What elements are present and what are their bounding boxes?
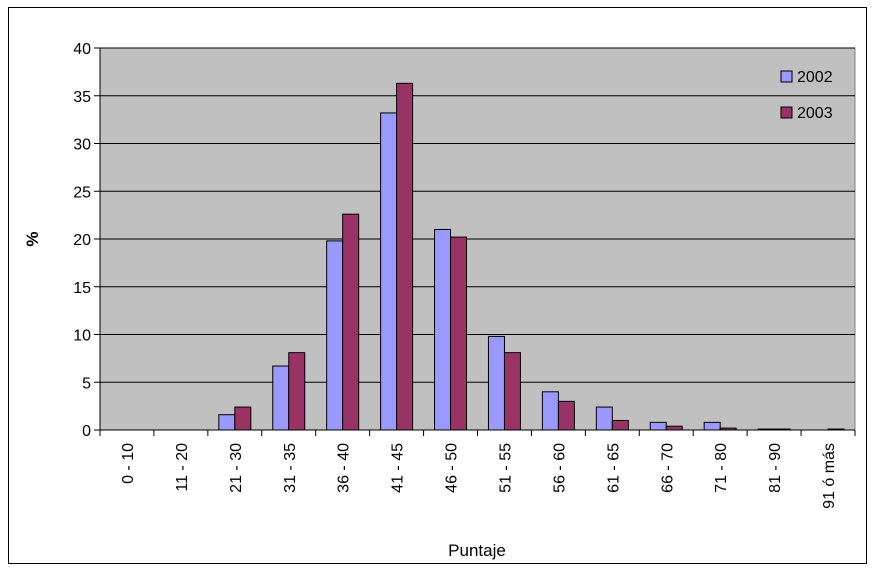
x-tick-label: 36 - 40 [336, 443, 353, 493]
bar-2003-10 [665, 425, 683, 431]
legend-label-2002: 2002 [797, 69, 833, 86]
y-axis-label: % [23, 231, 42, 246]
gridlines [100, 47, 855, 383]
bar-2002-8 [541, 391, 559, 431]
bar-2003-2 [234, 406, 252, 431]
legend-swatch-2003 [780, 106, 793, 119]
bar-2002-2 [218, 414, 236, 431]
bar-2002-10 [649, 421, 667, 431]
bar-2002-11 [703, 421, 721, 431]
x-tick-label: 56 - 60 [551, 443, 568, 493]
y-tick-label: 15 [73, 280, 91, 297]
y-tick-label: 10 [73, 328, 91, 345]
y-tick-label: 40 [73, 41, 91, 58]
bar-2002-6 [434, 228, 452, 431]
bar-2003-5 [396, 82, 414, 431]
bar-2003-7 [503, 352, 521, 431]
x-tick-label: 91 ó más [821, 443, 838, 509]
x-tick-label: 21 - 30 [228, 443, 245, 493]
x-tick-label: 71 - 80 [713, 443, 730, 493]
bar-2003-9 [611, 419, 629, 431]
y-tick-label: 35 [73, 89, 91, 106]
x-tick-label: 81 - 90 [767, 443, 784, 493]
y-tick-label: 0 [82, 423, 91, 440]
x-tick-label: 0 - 10 [120, 443, 137, 484]
bar-2003-4 [342, 213, 360, 431]
x-tick-label: 61 - 65 [605, 443, 622, 493]
bar-2002-9 [595, 406, 613, 431]
x-tick-label: 51 - 55 [497, 443, 514, 493]
bar-2002-7 [487, 335, 505, 431]
y-tick-label: 5 [82, 375, 91, 392]
legend: 2002 2003 [780, 69, 833, 122]
y-axis: 0 5 10 15 20 25 30 35 40 [73, 41, 101, 440]
legend-label-2003: 2003 [797, 105, 833, 122]
bars [218, 82, 845, 431]
x-tick-label: 31 - 35 [282, 443, 299, 493]
x-tick-label: 46 - 50 [444, 443, 461, 493]
bar-2003-6 [450, 236, 468, 431]
y-tick-label: 30 [73, 137, 91, 154]
bar-2003-8 [557, 400, 575, 431]
x-axis: 0 - 10 11 - 20 21 - 30 31 - 35 36 - 40 41 - 4… [99, 429, 856, 509]
y-tick-label: 25 [73, 184, 91, 201]
x-tick-label: 41 - 45 [390, 443, 407, 493]
x-tick-label: 66 - 70 [659, 443, 676, 493]
bar-2003-3 [288, 352, 306, 431]
x-tick-label: 11 - 20 [174, 443, 191, 492]
y-tick-label: 20 [73, 232, 91, 249]
legend-swatch-2002 [780, 70, 793, 83]
bar-2002-4 [326, 240, 344, 431]
bar-2002-5 [380, 112, 398, 431]
x-axis-label: Puntaje [448, 541, 506, 560]
bar-2002-3 [272, 365, 290, 431]
